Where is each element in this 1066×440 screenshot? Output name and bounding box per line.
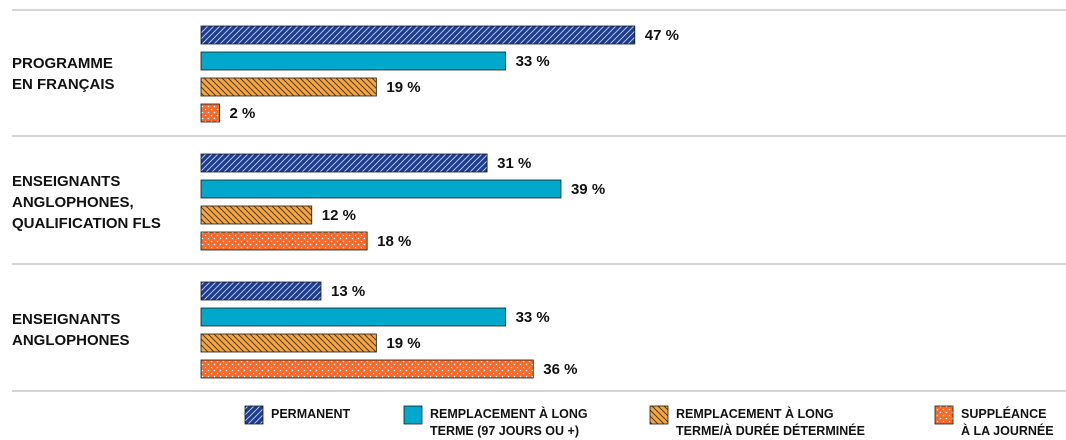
value-label: 12 %	[322, 207, 356, 224]
legend-label: REMPLACEMENT À LONG TERME (97 JOURS OU +…	[430, 407, 588, 438]
value-label: 33 %	[516, 53, 550, 70]
value-label: 18 %	[377, 233, 411, 250]
bar	[200, 307, 506, 327]
legend-swatch	[934, 405, 954, 425]
bar	[200, 51, 506, 71]
legend-swatch	[403, 405, 423, 425]
bar	[200, 205, 313, 225]
value-label: 47 %	[645, 27, 679, 44]
bar	[200, 103, 220, 123]
bar	[200, 231, 368, 251]
value-label: 39 %	[571, 181, 605, 198]
legend-swatch	[649, 405, 669, 425]
bar	[200, 25, 636, 45]
legend-label: PERMANENT	[271, 407, 351, 421]
category-label: PROGRAMME EN FRANÇAIS	[12, 55, 115, 93]
bar	[200, 179, 562, 199]
value-label: 36 %	[543, 361, 577, 378]
legend-label: REMPLACEMENT À LONG TERME/À DURÉE DÉTERM…	[676, 407, 865, 438]
value-label: 13 %	[331, 283, 365, 300]
value-label: 19 %	[386, 79, 420, 96]
bar	[200, 333, 377, 353]
value-label: 19 %	[386, 335, 420, 352]
legend-swatch	[244, 405, 264, 425]
bar	[200, 77, 377, 97]
category-label: ENSEIGNANTS ANGLOPHONES	[12, 311, 130, 349]
bar	[200, 153, 488, 173]
value-label: 33 %	[516, 309, 550, 326]
category-label: ENSEIGNANTS ANGLOPHONES, QUALIFICATION F…	[12, 172, 161, 232]
bar	[200, 281, 322, 301]
bar	[200, 359, 534, 379]
value-label: 2 %	[229, 105, 255, 122]
legend-label: SUPPLÉANCE À LA JOURNÉE	[961, 407, 1054, 438]
value-label: 31 %	[497, 155, 531, 172]
